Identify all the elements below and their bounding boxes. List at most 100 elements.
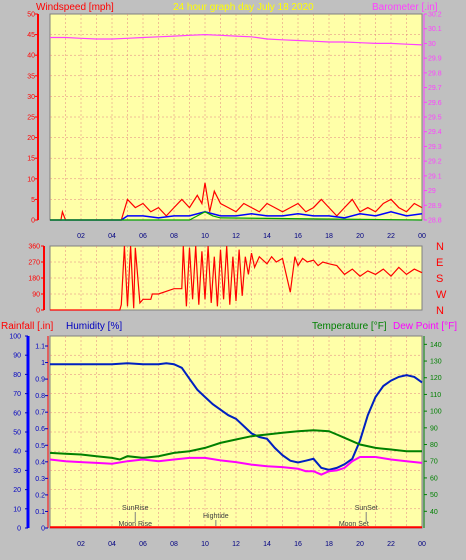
wind-calm-line [50,211,423,221]
humidity-line [50,362,423,471]
wind-direction-line [50,245,423,311]
wind-y-tick-label: 45 [27,32,35,39]
rainfall-y-tick-label: 0.5 [35,443,45,450]
x-tick-label: 20 [356,541,364,548]
x-tick-label: 10 [201,233,209,240]
x-tick-label: 06 [139,541,147,548]
barometer-y-tick-label: 28.8 [428,218,442,225]
temperature-y-tick-label: 50 [430,492,438,499]
humidity-y-tick-label: 0 [17,526,21,533]
x-tick-label: 02 [77,233,85,240]
temperature-y-tick-label: 110 [430,392,441,399]
x-tick-label: 20 [356,233,364,240]
rainfall-y-tick-label: 0.9 [35,377,45,384]
wind-y-tick-label: 15 [27,156,35,163]
x-tick-label: 16 [294,541,302,548]
humidity-y-tick-label: 70 [13,391,21,398]
rainfall-y-tick-label: 0 [41,526,45,533]
rainfall-y-tick-label: 0.4 [35,459,45,466]
barometer-y-tick-label: 29.2 [428,159,442,166]
marker-label: SunRise [122,505,149,512]
barometer-y-tick-label: 29.8 [428,70,442,77]
wind-average-line [50,211,423,221]
rainfall-y-tick-label: 1 [41,360,45,367]
barometer-y-tick-label: 29.5 [428,115,442,122]
x-tick-label: 12 [232,233,240,240]
barometer-y-tick-label: 30.2 [428,12,442,19]
marker-label: Hightide [203,513,229,520]
x-tick-label: 18 [325,233,333,240]
wind-y-tick-label: 10 [27,176,35,183]
rainfall-y-tick-label: 0.1 [35,509,45,516]
rainfall-y-tick-label: 0.2 [35,492,45,499]
marker-label: SunSet [355,505,378,512]
wind-y-tick-label: 50 [27,12,35,19]
barometer-y-tick-label: 30 [428,41,436,48]
temperature-y-tick-label: 40 [430,509,438,516]
x-tick-label: 04 [108,233,116,240]
humidity-y-tick-label: 40 [13,449,21,456]
wind-y-tick-label: 30 [27,94,35,101]
temperature-y-tick-label: 90 [430,425,438,432]
temperature-axis-title: Temperature [°F] [312,321,387,332]
x-tick-label: 18 [325,541,333,548]
x-tick-label: 04 [108,541,116,548]
barometer-y-tick-label: 29 [428,188,436,195]
x-tick-label: 10 [201,541,209,548]
wind-y-tick-label: 5 [31,197,35,204]
rainfall-y-tick-label: 1.1 [35,344,45,351]
center-title: 24 hour graph day July 18 2020 [173,2,314,13]
barometer-y-tick-label: 29.4 [428,129,442,136]
x-tick-label: 14 [263,541,271,548]
barometer-y-tick-label: 29.3 [428,144,442,151]
direction-y-tick-label: 180 [28,276,40,283]
temperature-y-tick-label: 120 [430,375,442,382]
x-tick-label: 22 [387,233,395,240]
left-title: Windspeed [mph] [36,2,114,13]
rainfall-y-tick-label: 0.3 [35,476,45,483]
temperature-line [49,429,422,461]
temperature-y-tick-label: 60 [430,475,438,482]
dewpoint-axis-title: Dew Point [°F] [393,321,457,332]
x-tick-label: 06 [139,233,147,240]
humidity-axis-title: Humidity [%] [66,321,122,332]
dewpoint-line [49,456,423,476]
wind-gust-line [50,182,423,221]
temperature-y-tick-label: 100 [430,409,442,416]
direction-y-tick-label: 360 [28,244,40,251]
compass-label: N [436,241,444,253]
humidity-y-tick-label: 90 [13,353,21,360]
temperature-y-tick-label: 140 [430,342,442,349]
x-tick-label: 02 [77,541,85,548]
humidity-y-tick-label: 80 [13,372,21,379]
temperature-y-tick-label: 70 [430,459,438,466]
x-tick-label: 08 [170,233,178,240]
humidity-y-tick-label: 60 [13,410,21,417]
compass-label: W [436,289,447,301]
barometer-line [50,33,423,46]
barometer-y-tick-label: 29.9 [428,56,442,63]
rainfall-axis-title: Rainfall [.in] [1,321,53,332]
compass-label: S [436,273,443,285]
x-tick-label: 14 [263,233,271,240]
wind-y-tick-label: 20 [27,135,35,142]
x-tick-label: 08 [170,541,178,548]
rainfall-y-tick-label: 0.8 [35,393,45,400]
marker-label: Moon Set [339,521,369,528]
x-tick-label: 12 [232,541,240,548]
humidity-y-tick-label: 30 [13,468,21,475]
humidity-y-tick-label: 20 [13,487,21,494]
humidity-y-tick-label: 10 [13,506,21,513]
wind-y-tick-label: 25 [27,115,35,122]
compass-label: E [436,257,443,269]
wind-y-tick-label: 35 [27,73,35,80]
barometer-y-tick-label: 29.7 [428,85,442,92]
rainfall-y-tick-label: 0.6 [35,426,45,433]
rainfall-y-tick-label: 0.7 [35,410,45,417]
right-title: Barometer [.in] [372,2,438,13]
marker-label: Moon Rise [119,521,153,528]
wind-y-tick-label: 0 [31,218,35,225]
barometer-y-tick-label: 29.1 [428,173,442,180]
x-tick-label: 22 [387,541,395,548]
